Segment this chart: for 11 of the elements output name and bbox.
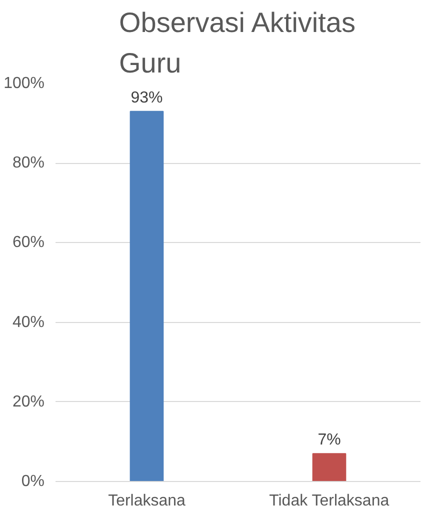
x-tick-label: Tidak Terlaksana: [269, 492, 390, 510]
x-tick-label: Terlaksana: [108, 492, 186, 510]
y-tick-label: 0%: [21, 473, 44, 490]
y-tick-label: 100%: [4, 75, 44, 92]
y-tick-label: 40%: [12, 314, 45, 331]
y-tick-label: 60%: [12, 234, 45, 252]
y-tick-label: 20%: [12, 393, 45, 410]
data-label: 7%: [318, 432, 341, 449]
chart-title: Observasi Aktivitas Guru: [118, 7, 356, 78]
y-tick-label: 80%: [12, 154, 45, 172]
data-label: 93%: [130, 89, 163, 106]
